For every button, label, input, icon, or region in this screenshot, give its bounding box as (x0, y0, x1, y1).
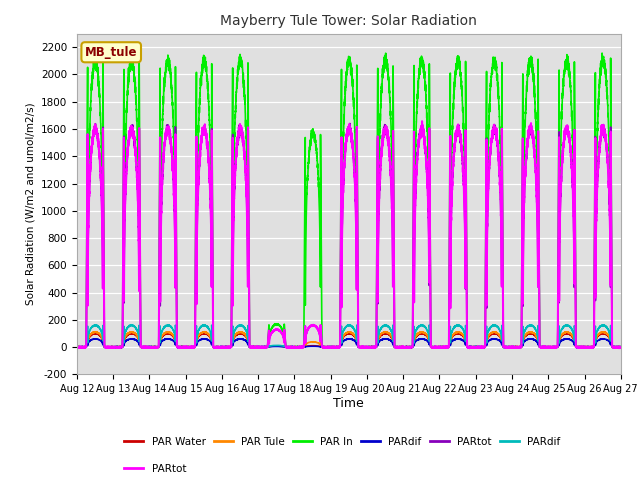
Legend: PARtot: PARtot (120, 460, 190, 478)
Text: MB_tule: MB_tule (85, 46, 138, 59)
Title: Mayberry Tule Tower: Solar Radiation: Mayberry Tule Tower: Solar Radiation (220, 14, 477, 28)
X-axis label: Time: Time (333, 397, 364, 410)
Y-axis label: Solar Radiation (W/m2 and umol/m2/s): Solar Radiation (W/m2 and umol/m2/s) (25, 103, 35, 305)
